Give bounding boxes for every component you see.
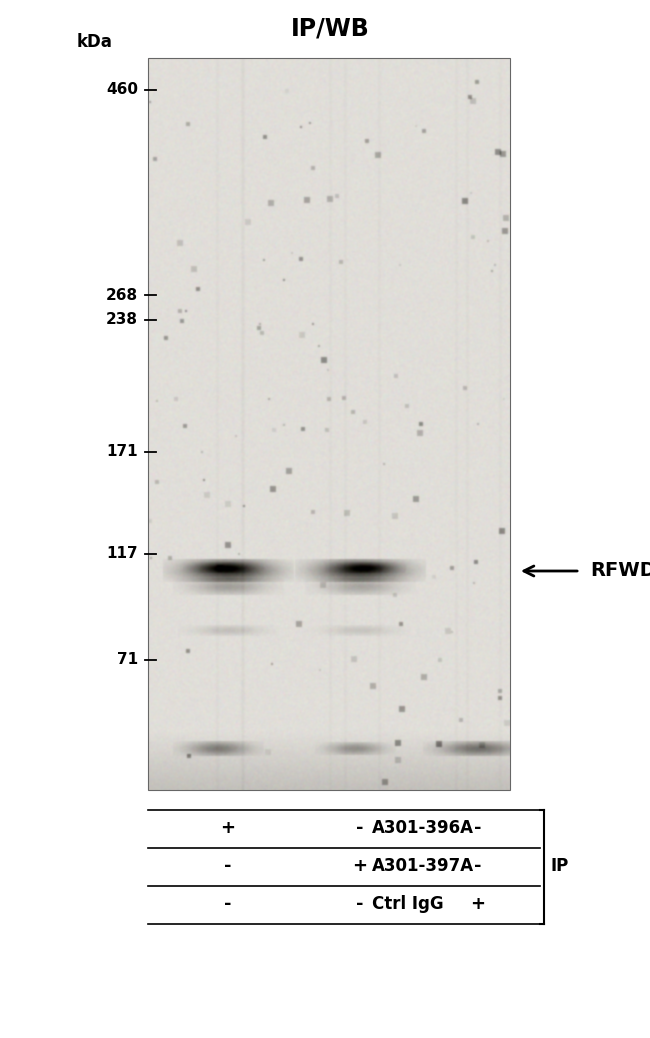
Text: 171: 171 — [107, 444, 138, 460]
Text: -: - — [224, 857, 232, 875]
Bar — [148, 58, 510, 790]
Text: 460: 460 — [106, 82, 138, 98]
Text: IP: IP — [550, 857, 568, 875]
Text: -: - — [224, 895, 232, 913]
Text: +: + — [220, 819, 235, 837]
Text: -: - — [474, 857, 482, 875]
Text: Ctrl IgG: Ctrl IgG — [372, 895, 443, 913]
Text: +: + — [352, 857, 367, 875]
Text: IP/WB: IP/WB — [291, 16, 369, 40]
Text: 117: 117 — [107, 546, 138, 562]
Text: -: - — [474, 819, 482, 837]
Text: -: - — [356, 819, 364, 837]
Text: -: - — [356, 895, 364, 913]
Text: 268: 268 — [106, 288, 138, 302]
Text: kDa: kDa — [77, 33, 113, 51]
Text: +: + — [471, 895, 486, 913]
Text: 238: 238 — [106, 312, 138, 328]
Text: A301-396A: A301-396A — [372, 819, 474, 837]
Text: A301-397A: A301-397A — [372, 857, 474, 875]
Text: 71: 71 — [117, 653, 138, 667]
Text: RFWD3: RFWD3 — [590, 562, 650, 580]
